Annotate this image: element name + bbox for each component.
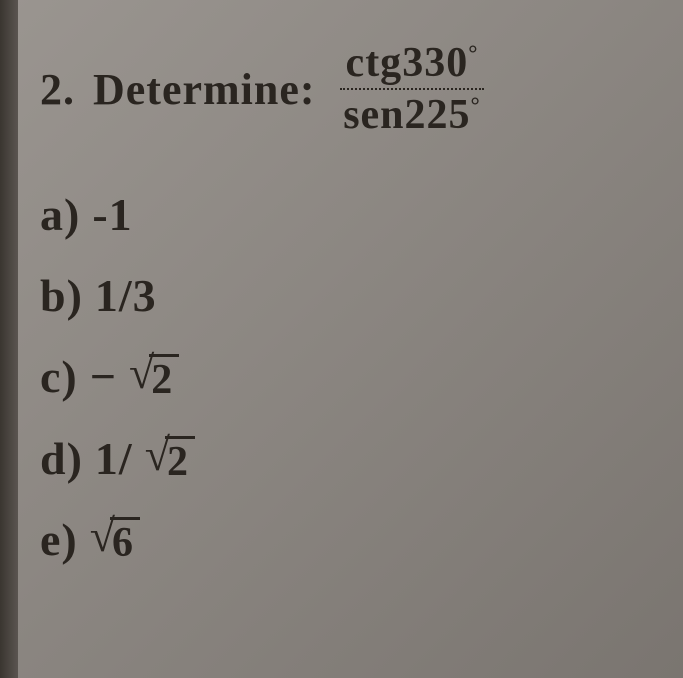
question-prompt: Determine: bbox=[93, 65, 316, 114]
option-prefix: 1/ bbox=[95, 432, 133, 485]
option-letter: c) bbox=[40, 350, 78, 403]
fraction-denominator: sen225° bbox=[343, 90, 481, 138]
denominator-fn: sen bbox=[343, 92, 404, 138]
sqrt-radicand: 6 bbox=[110, 517, 140, 566]
option-letter: e) bbox=[40, 513, 78, 566]
sqrt-radicand: 2 bbox=[149, 354, 179, 403]
option-letter: d) bbox=[40, 432, 83, 485]
question-text: 2. Determine: bbox=[40, 64, 316, 115]
option-letter: a) bbox=[40, 188, 80, 241]
option-c: c) − √ 2 bbox=[40, 350, 663, 403]
question-line: 2. Determine: ctg330° sen225° bbox=[40, 40, 663, 138]
option-value: 1/3 bbox=[95, 269, 157, 322]
page-content: 2. Determine: ctg330° sen225° a) -1 b) 1… bbox=[0, 0, 683, 614]
option-letter: b) bbox=[40, 269, 83, 322]
sqrt-expression: √ 6 bbox=[90, 513, 140, 566]
denominator-deg: ° bbox=[471, 92, 481, 118]
question-fraction: ctg330° sen225° bbox=[340, 40, 485, 138]
option-a: a) -1 bbox=[40, 188, 663, 241]
sqrt-radicand: 2 bbox=[165, 436, 195, 485]
numerator-fn: ctg bbox=[346, 40, 403, 86]
option-prefix: − bbox=[90, 350, 117, 403]
fraction-numerator: ctg330° bbox=[340, 40, 485, 90]
option-value: -1 bbox=[92, 188, 132, 241]
numerator-arg: 330 bbox=[402, 40, 468, 86]
numerator-deg: ° bbox=[468, 40, 478, 66]
option-d: d) 1/ √ 2 bbox=[40, 432, 663, 485]
sqrt-expression: √ 2 bbox=[129, 350, 179, 403]
question-number: 2. bbox=[40, 65, 75, 114]
options-list: a) -1 b) 1/3 c) − √ 2 d) 1/ √ 2 e) bbox=[40, 188, 663, 566]
sqrt-expression: √ 2 bbox=[145, 432, 195, 485]
option-b: b) 1/3 bbox=[40, 269, 663, 322]
denominator-arg: 225 bbox=[405, 92, 471, 138]
option-e: e) √ 6 bbox=[40, 513, 663, 566]
